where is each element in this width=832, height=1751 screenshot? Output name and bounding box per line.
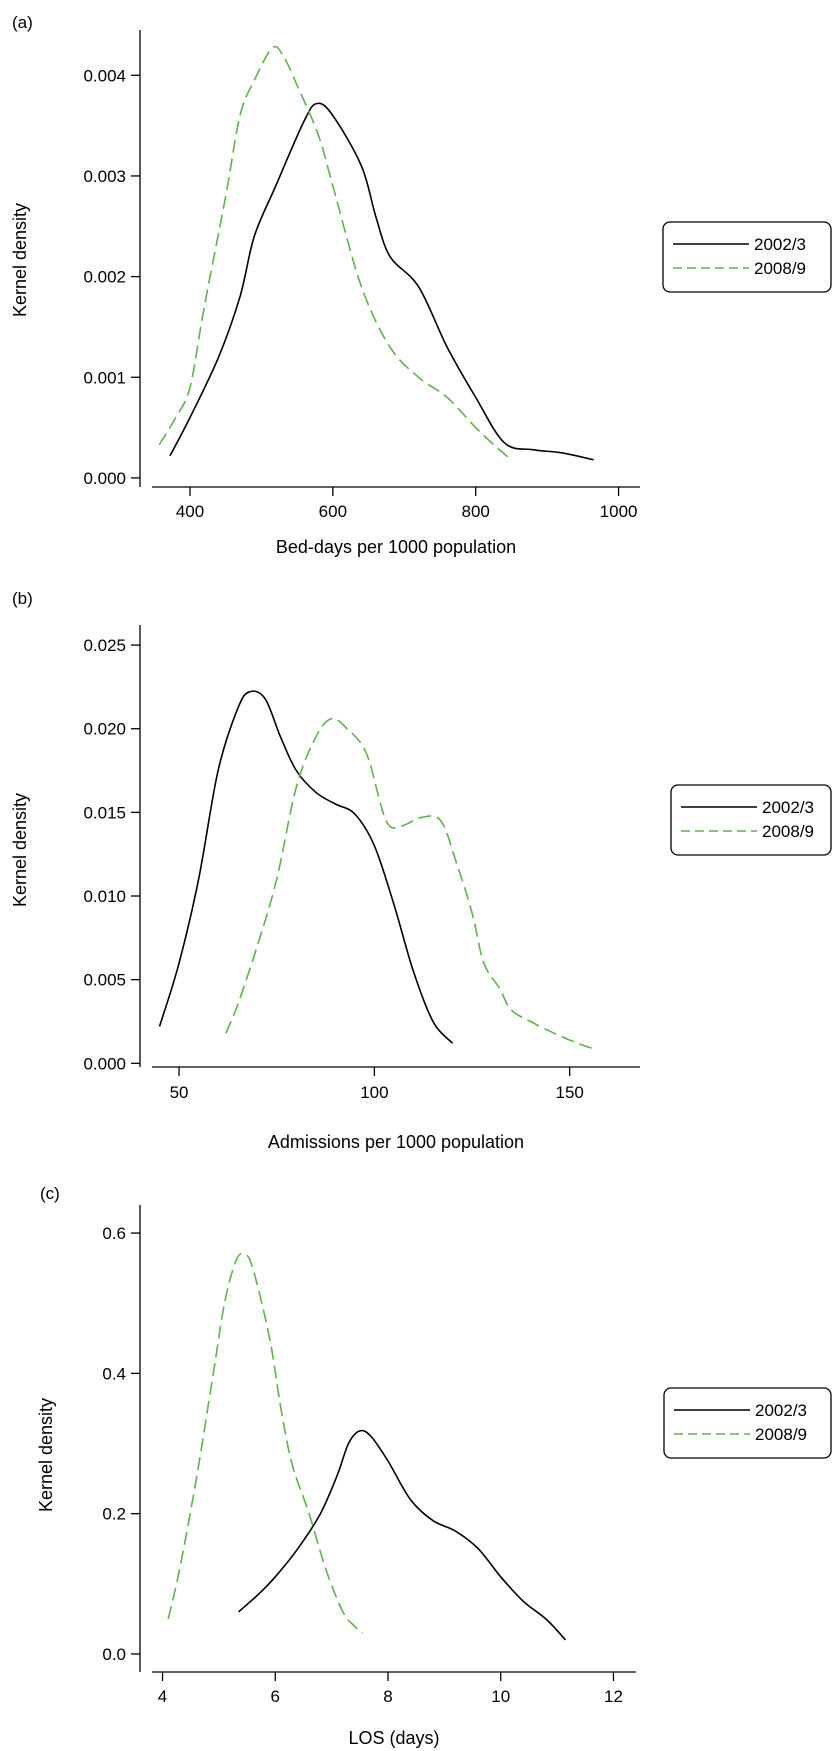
chart-1-y-tick-label: 0.010	[83, 887, 126, 906]
chart-2-panel-label: (c)	[40, 1184, 60, 1203]
chart-0-y-tick-label: 0.000	[83, 469, 126, 488]
chart-1-y-tick-label: 0.025	[83, 636, 126, 655]
chart-0-y-tick-label: 0.004	[83, 66, 126, 85]
chart-0-y-tick-label: 0.002	[83, 268, 126, 287]
chart-0-series-2008-9-line	[158, 45, 512, 461]
chart-1-x-tick-label: 100	[360, 1083, 388, 1102]
chart-1-legend: 2002/3 2008/9	[670, 784, 832, 856]
chart-2-x-tick-label: 10	[491, 1687, 510, 1706]
chart-1-legend-label-1: 2008/9	[762, 822, 814, 841]
chart-1-y-tick-label: 0.020	[83, 720, 126, 739]
chart-2-panel: (c) 0.0 0.2 0.4 0.6 4 6 8 10 12 LOS (days) Kernel d…	[36, 1184, 832, 1748]
chart-0-legend-box	[662, 221, 832, 293]
chart-2-x-axis-label: LOS (days)	[348, 1728, 439, 1748]
chart-1-x-axis-label: Admissions per 1000 population	[268, 1132, 524, 1152]
chart-1-legend-label-0: 2002/3	[762, 798, 814, 817]
chart-2-legend: 2002/3 2008/9	[663, 1387, 832, 1459]
chart-0-panel: (a) 0.000 0.001 0.002 0.003 0.004 400 600 800 100…	[10, 13, 832, 557]
chart-2-series-2008-9-line	[167, 1252, 364, 1634]
chart-2-y-tick-label: 0.4	[102, 1364, 126, 1383]
chart-0-x-axis-label: Bed-days per 1000 population	[276, 537, 516, 557]
chart-1-series-2008-9-line	[225, 717, 598, 1051]
chart-0-x-tick-label: 400	[176, 502, 204, 521]
chart-0-x-tick-label: 1000	[600, 502, 638, 521]
chart-0-x-tick-label: 800	[462, 502, 490, 521]
chart-0-y-axis-label: Kernel density	[10, 203, 30, 317]
chart-0-panel-label: (a)	[12, 13, 33, 32]
chart-0-legend: 2002/3 2008/9	[662, 221, 832, 293]
chart-1-y-tick-label: 0.005	[83, 971, 126, 990]
chart-1-y-axis-label: Kernel density	[10, 793, 30, 907]
chart-2-legend-box	[663, 1387, 832, 1459]
chart-2-legend-label-1: 2008/9	[755, 1425, 807, 1444]
chart-2-y-tick-label: 0.0	[102, 1645, 126, 1664]
chart-2-x-tick-label: 8	[383, 1687, 392, 1706]
chart-2-y-tick-label: 0.6	[102, 1224, 126, 1243]
chart-1-x-tick-label: 50	[170, 1083, 189, 1102]
chart-2-y-axis-label: Kernel density	[36, 1398, 56, 1512]
chart-1-panel-label: (b)	[12, 589, 33, 608]
chart-2-legend-label-0: 2002/3	[755, 1401, 807, 1420]
chart-2-x-tick-label: 12	[604, 1687, 623, 1706]
chart-2-x-tick-label: 6	[271, 1687, 280, 1706]
chart-1-y-tick-label: 0.000	[83, 1054, 126, 1073]
chart-0-legend-label-1: 2008/9	[754, 259, 806, 278]
chart-1-y-tick-label: 0.015	[83, 803, 126, 822]
chart-0-x-tick-label: 600	[319, 502, 347, 521]
chart-2-series-2002-3-line	[238, 1429, 567, 1641]
chart-1-x-tick-label: 150	[556, 1083, 584, 1102]
chart-1-legend-box	[670, 784, 832, 856]
chart-2-y-tick-label: 0.2	[102, 1505, 126, 1524]
chart-2-x-tick-label: 4	[158, 1687, 167, 1706]
chart-0-series-2002-3-line	[169, 102, 594, 461]
chart-0-y-tick-label: 0.001	[83, 368, 126, 387]
chart-1-panel: (b) 0.000 0.005 0.010 0.015 0.020 0.025 50 100 15…	[10, 589, 832, 1152]
chart-0-y-tick-label: 0.003	[83, 167, 126, 186]
chart-0-legend-label-0: 2002/3	[754, 235, 806, 254]
chart-1-series-2002-3-line	[158, 690, 454, 1044]
